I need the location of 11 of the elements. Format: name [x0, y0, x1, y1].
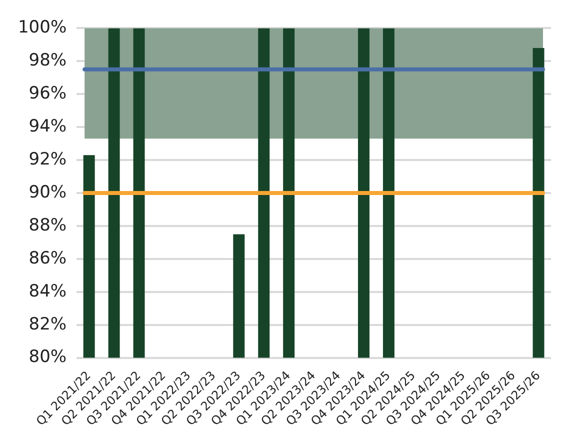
- y-tick-label: 82%: [28, 314, 67, 334]
- y-tick-label: 100%: [18, 18, 67, 38]
- y-tick-label: 86%: [28, 248, 67, 268]
- y-tick-label: 84%: [28, 281, 67, 302]
- y-tick-label: 96%: [28, 84, 67, 104]
- y-tick-label: 88%: [28, 215, 67, 236]
- y-tick-label: 90%: [28, 182, 67, 202]
- y-tick-label: 98%: [28, 50, 67, 71]
- y-tick-label: 92%: [28, 149, 67, 170]
- y-tick-label: 80%: [28, 347, 67, 368]
- y-tick-label: 94%: [28, 116, 67, 136]
